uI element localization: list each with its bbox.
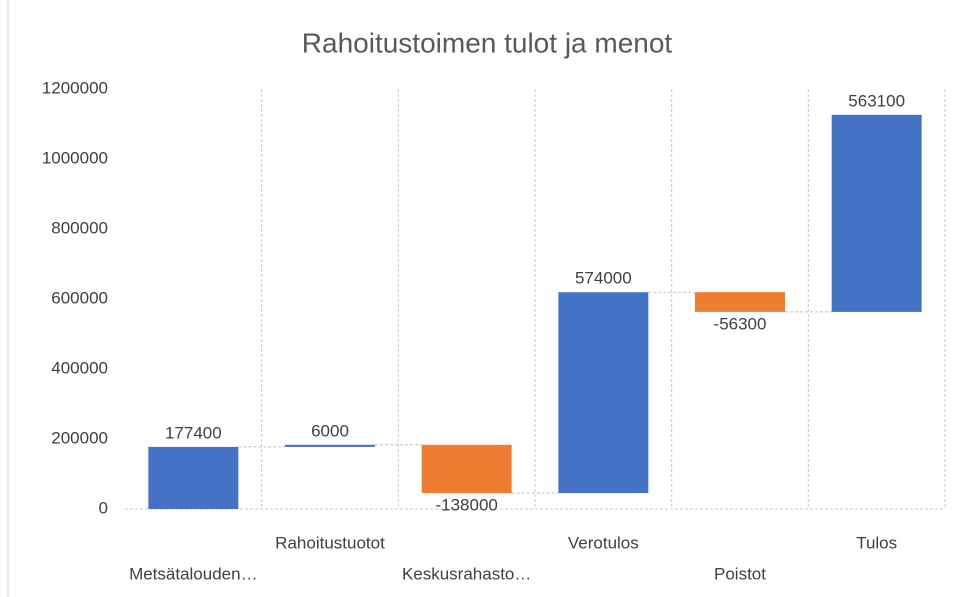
data-label: 563100	[848, 91, 905, 110]
x-tick-label: Tulos	[856, 533, 897, 552]
bar	[831, 114, 922, 312]
y-tick-label: 400000	[51, 358, 108, 377]
y-tick-label: 1200000	[42, 78, 108, 97]
data-label: 6000	[311, 421, 349, 440]
chart-title: Rahoitustoimen tulot ja menot	[302, 27, 673, 58]
x-tick-label: Metsätalouden…	[129, 564, 258, 583]
y-tick-label: 200000	[51, 428, 108, 447]
y-tick-label: 600000	[51, 288, 108, 307]
y-tick-label: 800000	[51, 218, 108, 237]
data-label: -138000	[435, 496, 497, 515]
data-label: -56300	[714, 314, 767, 333]
bar	[285, 444, 375, 447]
y-tick-label: 0	[99, 498, 108, 517]
bar	[148, 446, 239, 509]
x-tick-label: Verotulos	[568, 533, 639, 552]
bar	[695, 292, 785, 312]
y-tick-label: 1000000	[42, 148, 108, 167]
bar	[421, 444, 512, 494]
data-label: 574000	[575, 269, 632, 288]
data-label: 177400	[165, 423, 222, 442]
x-tick-label: Poistot	[714, 564, 766, 583]
x-tick-label: Keskusrahasto…	[402, 564, 531, 583]
x-tick-label: Rahoitustuotot	[275, 533, 385, 552]
bar	[558, 292, 649, 494]
